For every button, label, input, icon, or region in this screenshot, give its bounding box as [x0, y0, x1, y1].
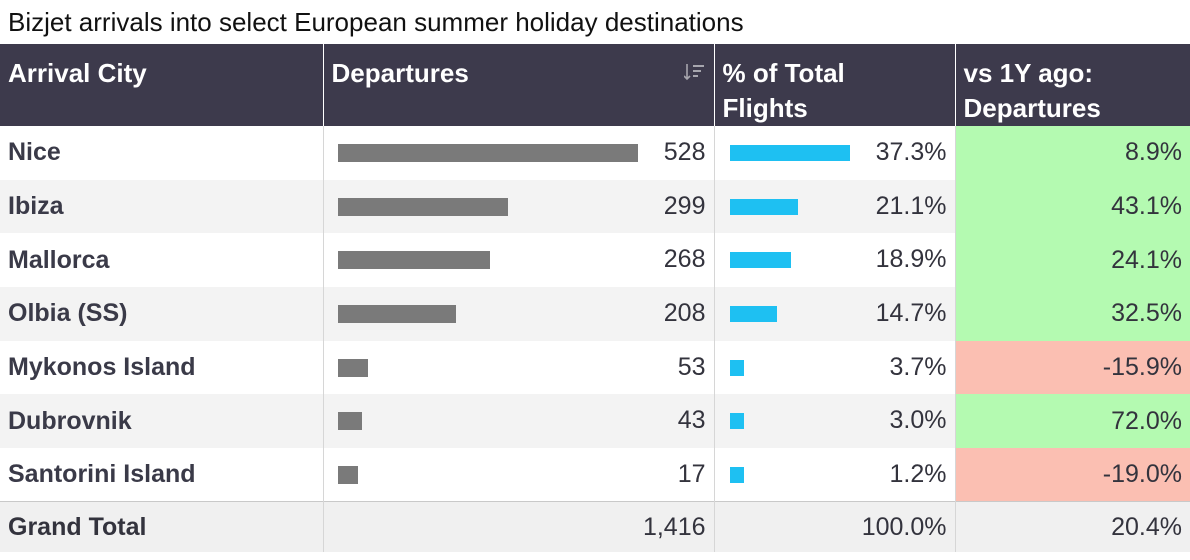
- city-cell: Mallorca: [0, 233, 324, 288]
- table-row[interactable]: Mallorca 268 18.9% 24.1%: [0, 233, 1190, 288]
- yoy-change-cell: 24.1%: [955, 233, 1190, 288]
- departures-cell: 53: [323, 340, 715, 395]
- departures-bar: [337, 412, 362, 431]
- table-row[interactable]: Santorini Island 17 1.2% -19.0%: [0, 448, 1190, 502]
- pct-bar: [729, 359, 744, 376]
- departures-bar: [337, 143, 638, 162]
- pct-cell: 37.3%: [714, 126, 956, 180]
- pct-bar: [729, 466, 744, 483]
- pct-bar: [729, 144, 850, 161]
- header-departures-label: Departures: [331, 58, 469, 88]
- yoy-change-cell: 72.0%: [955, 394, 1190, 449]
- pct-value: 14.7%: [875, 299, 947, 328]
- departures-cell: 43: [323, 394, 715, 449]
- header-pct-total[interactable]: % of Total Flights: [714, 44, 956, 126]
- pct-value: 3.0%: [889, 406, 947, 435]
- header-row: Arrival City Departures % of Total Fligh…: [0, 44, 1190, 126]
- header-pct-line1: % of Total: [722, 58, 845, 88]
- departures-value: 299: [663, 191, 706, 220]
- grand-total-departures: 1,416: [323, 501, 715, 552]
- header-departures[interactable]: Departures: [323, 44, 715, 126]
- table-row[interactable]: Ibiza 299 21.1% 43.1%: [0, 179, 1190, 234]
- departures-cell: 17: [323, 448, 715, 502]
- yoy-change-cell: 43.1%: [955, 179, 1190, 234]
- pct-value: 21.1%: [875, 191, 947, 220]
- departures-value: 208: [663, 299, 706, 328]
- pct-value: 18.9%: [875, 245, 947, 274]
- sort-icon[interactable]: [682, 56, 706, 91]
- departures-bar: [337, 358, 368, 377]
- pct-bar: [729, 413, 744, 430]
- grand-total-pct: 100.0%: [714, 501, 956, 552]
- header-pct-line2: Flights: [722, 93, 808, 123]
- departures-value: 17: [677, 460, 706, 489]
- city-cell: Olbia (SS): [0, 287, 324, 341]
- data-table: Arrival City Departures % of Total Fligh…: [0, 44, 1190, 552]
- departures-bar: [337, 197, 508, 216]
- header-yoy-line2: Departures: [963, 93, 1101, 123]
- departures-bar: [337, 251, 490, 270]
- grand-total-yoy: 20.4%: [955, 501, 1190, 552]
- pct-bar: [729, 305, 777, 322]
- departures-cell: 299: [323, 179, 715, 234]
- pct-bar: [729, 252, 791, 269]
- city-cell: Dubrovnik: [0, 394, 324, 449]
- departures-cell: 208: [323, 287, 715, 341]
- yoy-change-cell: -15.9%: [955, 340, 1190, 395]
- table-body: Nice 528 37.3% 8.9% Ibiza 299 21.1% 43.1% Mallor…: [0, 126, 1190, 502]
- departures-value: 268: [663, 245, 706, 274]
- pct-cell: 18.9%: [714, 233, 956, 288]
- yoy-change-cell: 32.5%: [955, 287, 1190, 341]
- departures-cell: 268: [323, 233, 715, 288]
- pct-value: 1.2%: [889, 460, 947, 489]
- departures-value: 528: [663, 138, 706, 166]
- city-cell: Nice: [0, 126, 324, 180]
- departures-bar: [337, 465, 358, 484]
- departures-value: 43: [677, 406, 706, 435]
- header-arrival-city-label: Arrival City: [8, 58, 147, 88]
- yoy-change-cell: -19.0%: [955, 448, 1190, 502]
- table-row[interactable]: Dubrovnik 43 3.0% 72.0%: [0, 394, 1190, 449]
- header-yoy-line1: vs 1Y ago:: [963, 58, 1094, 88]
- city-cell: Mykonos Island: [0, 340, 324, 395]
- pct-cell: 1.2%: [714, 448, 956, 502]
- table-row[interactable]: Nice 528 37.3% 8.9%: [0, 126, 1190, 180]
- header-yoy[interactable]: vs 1Y ago: Departures: [955, 44, 1190, 126]
- pct-cell: 21.1%: [714, 179, 956, 234]
- city-cell: Ibiza: [0, 179, 324, 234]
- pct-cell: 3.7%: [714, 340, 956, 395]
- pct-cell: 3.0%: [714, 394, 956, 449]
- city-cell: Santorini Island: [0, 448, 324, 502]
- chart-title: Bizjet arrivals into select European sum…: [8, 7, 744, 37]
- pct-cell: 14.7%: [714, 287, 956, 341]
- pct-bar: [729, 198, 798, 215]
- departures-cell: 528: [323, 126, 715, 180]
- grand-total-label: Grand Total: [0, 501, 324, 552]
- table-row[interactable]: Olbia (SS) 208 14.7% 32.5%: [0, 287, 1190, 341]
- table-row[interactable]: Mykonos Island 53 3.7% -15.9%: [0, 340, 1190, 395]
- grand-total-row: Grand Total 1,416 100.0% 20.4%: [0, 501, 1190, 552]
- pct-value: 37.3%: [875, 138, 947, 166]
- header-arrival-city[interactable]: Arrival City: [0, 44, 324, 126]
- yoy-change-cell: 8.9%: [955, 126, 1190, 180]
- pct-value: 3.7%: [889, 352, 947, 381]
- departures-bar: [337, 304, 456, 323]
- departures-value: 53: [677, 352, 706, 381]
